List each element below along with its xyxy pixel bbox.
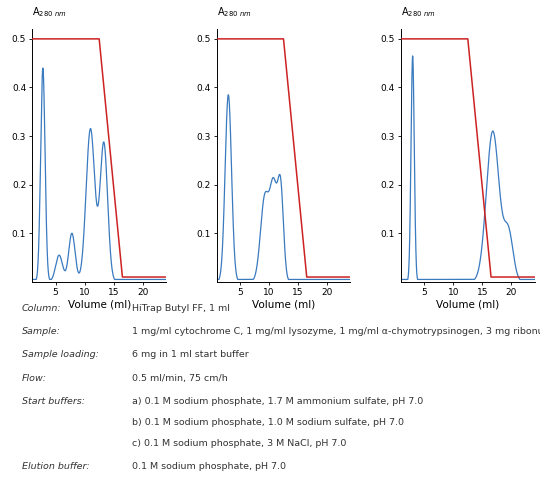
X-axis label: Volume (ml): Volume (ml): [436, 300, 500, 310]
Text: HiTrap Butyl FF, 1 ml: HiTrap Butyl FF, 1 ml: [132, 304, 230, 313]
Text: Sample:: Sample:: [22, 327, 60, 336]
Text: 0.1 M sodium phosphate, pH 7.0: 0.1 M sodium phosphate, pH 7.0: [132, 462, 286, 471]
Text: A$_{280\ nm}$: A$_{280\ nm}$: [32, 5, 67, 19]
X-axis label: Volume (ml): Volume (ml): [252, 300, 315, 310]
Text: Elution buffer:: Elution buffer:: [22, 462, 89, 471]
Text: 1 mg/ml cytochrome C, 1 mg/ml lysozyme, 1 mg/ml α-chymotrypsinogen, 3 mg ribonuc: 1 mg/ml cytochrome C, 1 mg/ml lysozyme, …: [132, 327, 540, 336]
Text: Sample loading:: Sample loading:: [22, 350, 98, 360]
Text: 0.5 ml/min, 75 cm/h: 0.5 ml/min, 75 cm/h: [132, 374, 228, 383]
Text: c) 0.1 M sodium phosphate, 3 M NaCl, pH 7.0: c) 0.1 M sodium phosphate, 3 M NaCl, pH …: [132, 439, 347, 448]
Text: Flow:: Flow:: [22, 374, 46, 383]
Text: A$_{280\ nm}$: A$_{280\ nm}$: [401, 5, 435, 19]
Text: Start buffers:: Start buffers:: [22, 397, 85, 406]
Text: b) 0.1 M sodium phosphate, 1.0 M sodium sulfate, pH 7.0: b) 0.1 M sodium phosphate, 1.0 M sodium …: [132, 418, 404, 427]
X-axis label: Volume (ml): Volume (ml): [68, 300, 131, 310]
Text: A$_{280\ nm}$: A$_{280\ nm}$: [217, 5, 251, 19]
Text: Column:: Column:: [22, 304, 61, 313]
Text: 6 mg in 1 ml start buffer: 6 mg in 1 ml start buffer: [132, 350, 249, 360]
Text: a) 0.1 M sodium phosphate, 1.7 M ammonium sulfate, pH 7.0: a) 0.1 M sodium phosphate, 1.7 M ammoniu…: [132, 397, 423, 406]
